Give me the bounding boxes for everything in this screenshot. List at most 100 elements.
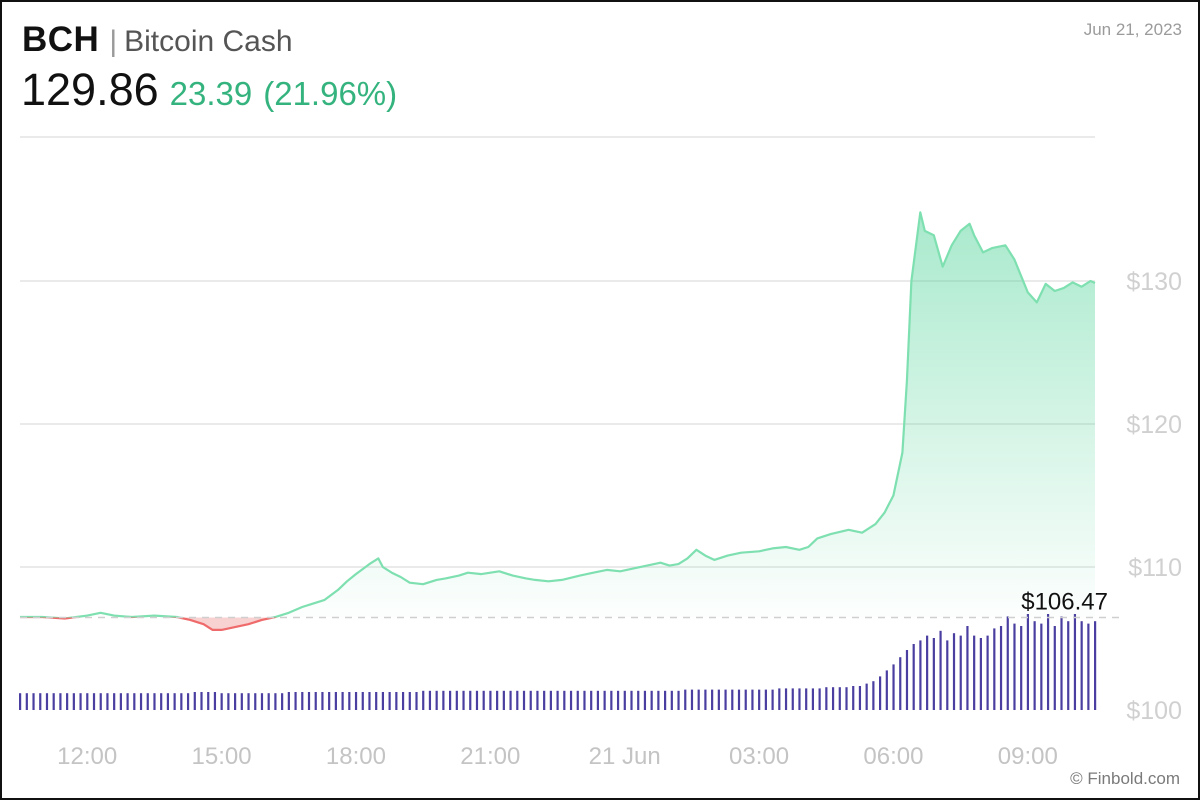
volume-bar: [825, 687, 828, 710]
volume-bar: [274, 693, 277, 710]
open-price-baseline: $106.47: [20, 588, 1122, 619]
volume-bar: [630, 690, 633, 710]
volume-bar: [415, 692, 418, 710]
volume-bar: [1053, 626, 1056, 710]
volume-bar: [979, 638, 982, 710]
volume-bar: [1067, 621, 1070, 710]
volume-bar: [281, 693, 284, 710]
volume-bar: [428, 690, 432, 710]
volume-bar: [549, 690, 552, 710]
volume-bar: [361, 692, 364, 710]
volume-bar: [1033, 621, 1036, 710]
volume-bar: [462, 690, 465, 710]
volume-bar: [737, 689, 741, 710]
volume-bar: [529, 690, 532, 710]
volume-bar: [677, 690, 680, 710]
volume-bar: [838, 687, 841, 710]
volume-bar: [227, 693, 230, 710]
x-tick-label: 03:00: [729, 743, 789, 770]
volume-bar: [180, 693, 183, 710]
volume-bar: [993, 628, 996, 710]
volume-bar: [637, 690, 640, 710]
volume-bar: [25, 693, 28, 710]
volume-bar: [1040, 623, 1043, 710]
volume-bar: [66, 693, 69, 710]
price-change-percent: (21.96%): [263, 75, 398, 112]
volume-bar: [341, 692, 344, 710]
volume-bar: [1060, 616, 1063, 710]
volume-bar: [328, 692, 331, 710]
volume-bar: [32, 693, 35, 710]
volume-bar: [166, 693, 170, 710]
volume-bar: [1073, 614, 1077, 710]
volume-bar: [751, 689, 754, 710]
y-tick-label: $100: [1126, 697, 1182, 725]
volume-bar: [603, 690, 606, 710]
volume-bar: [72, 693, 75, 710]
volume-bar: [576, 690, 579, 710]
volume-bar: [213, 692, 217, 710]
volume-bar: [778, 688, 781, 710]
volume-bar: [973, 635, 976, 710]
volume-bar: [126, 693, 129, 710]
volume-bar: [482, 690, 485, 710]
source-credit: © Finbold.com: [1070, 769, 1180, 788]
volume-bar: [200, 692, 203, 710]
volume-bar: [1080, 621, 1083, 710]
volume-bar: [999, 626, 1003, 710]
area-fill-up: [20, 212, 1095, 618]
volume-bar: [173, 693, 176, 710]
volume-bar: [247, 693, 250, 710]
volume-bar: [193, 692, 196, 710]
volume-bar: [784, 688, 788, 710]
volume-bar: [45, 693, 49, 710]
volume-bar: [852, 686, 855, 710]
volume-bar: [234, 693, 237, 710]
volume-bar: [153, 693, 156, 710]
y-tick-label: $110: [1128, 554, 1182, 582]
y-tick-label: $120: [1126, 411, 1182, 439]
volume-bar: [388, 692, 391, 710]
volume-bar: [207, 692, 210, 710]
volume-bar: [160, 693, 163, 710]
volume-bar: [744, 689, 747, 710]
volume-bar: [475, 690, 479, 710]
volume-bar: [1026, 614, 1030, 710]
volume-bar: [590, 690, 593, 710]
volume-bar: [684, 689, 687, 710]
price-change: 23.39: [169, 75, 253, 112]
price-area: [20, 212, 1095, 630]
volume-bar: [919, 640, 922, 710]
volume-bar: [724, 689, 727, 710]
x-tick-label: 15:00: [192, 743, 252, 770]
volume-bar: [489, 690, 492, 710]
volume-bar: [267, 693, 270, 710]
volume-bar: [86, 693, 89, 710]
volume-bar: [1046, 614, 1050, 710]
volume-bar: [563, 690, 566, 710]
volume-bar: [516, 690, 519, 710]
volume-bar: [368, 692, 371, 710]
volume-bar: [791, 688, 794, 710]
volume-bar: [764, 689, 767, 710]
volume-bar: [771, 689, 774, 710]
x-tick-label: 18:00: [326, 743, 386, 770]
volume-bar: [133, 693, 136, 710]
volume-bar: [99, 693, 102, 710]
volume-bar: [354, 692, 358, 710]
volume-bar: [556, 690, 559, 710]
volume-bar: [939, 630, 942, 710]
volume-bar: [865, 683, 868, 710]
volume-bar: [314, 692, 317, 710]
volume-bar: [1020, 626, 1023, 710]
price-line-series: [20, 211, 1096, 631]
volume-bar: [1013, 623, 1016, 710]
volume-bar: [811, 688, 815, 710]
volume-bar: [596, 690, 600, 710]
volume-bar: [455, 690, 458, 710]
x-tick-label: 21 Jun: [589, 743, 661, 770]
volume-bar: [381, 692, 385, 710]
volume-bar: [616, 690, 620, 710]
volume-bar: [872, 681, 875, 710]
